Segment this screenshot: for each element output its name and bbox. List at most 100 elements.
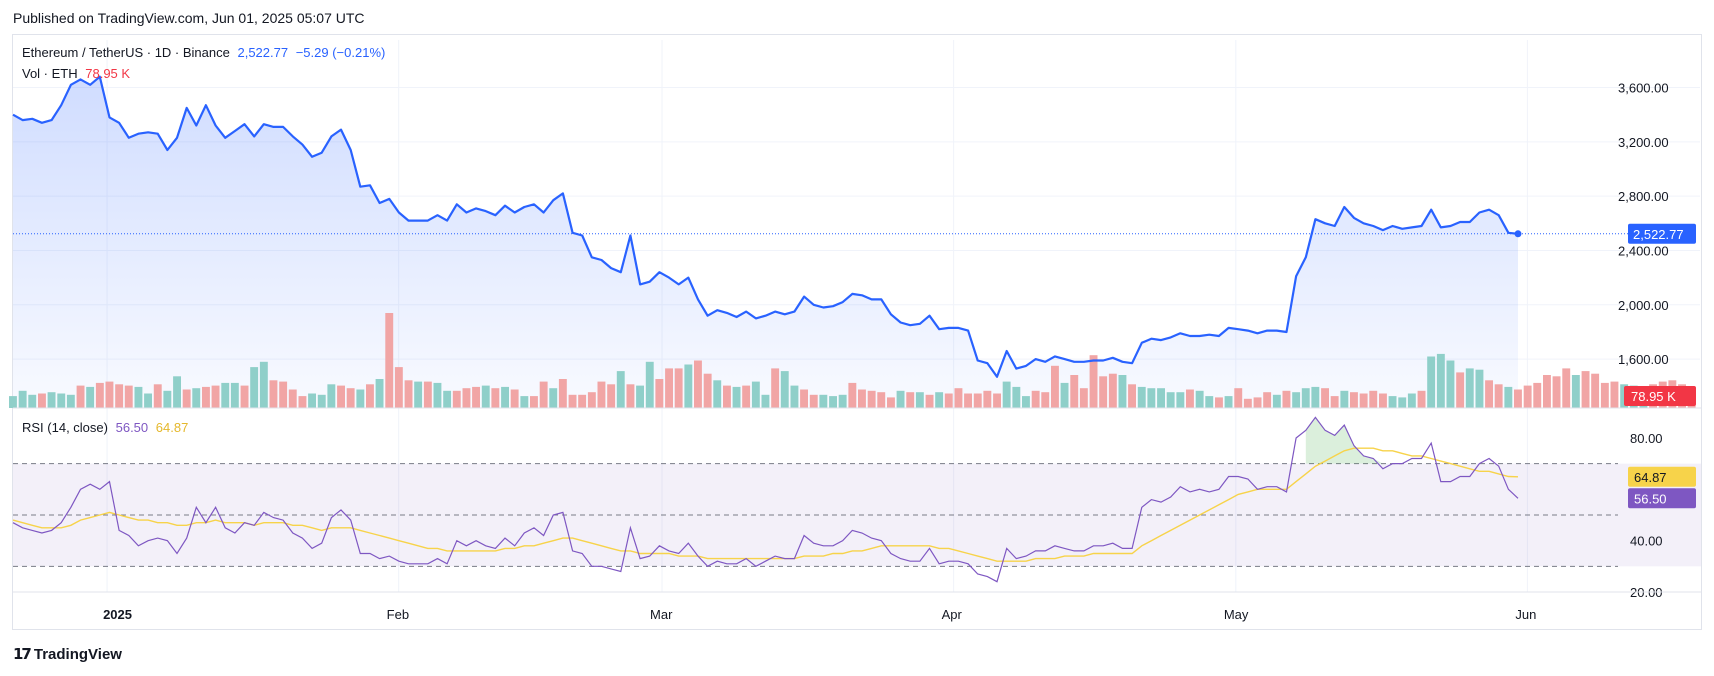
volume-bar [674, 368, 683, 408]
volume-bar [520, 396, 529, 408]
volume-bar [375, 379, 384, 408]
symbol-title: Ethereum / TetherUS · 1D · Binance [22, 45, 230, 60]
volume-bar [1137, 386, 1146, 408]
price-axis-label: 1,600.00 [1618, 352, 1669, 367]
price-line [12, 75, 1519, 378]
volume-bar [636, 385, 644, 408]
time-axis-label: Jun [1515, 607, 1536, 622]
volume-bar [887, 397, 895, 408]
volume-bar [510, 389, 519, 408]
price-change-text: −5.29 (−0.21%) [295, 45, 386, 60]
volume-bar [935, 392, 944, 408]
volume-bar [993, 393, 1001, 408]
tradingview-logo-icon: 17 [13, 645, 32, 663]
rsi-axis-label: 80.00 [1630, 431, 1663, 446]
volume-bar [86, 386, 95, 408]
volume-bar [1427, 356, 1436, 408]
volume-bar [288, 389, 297, 408]
volume-bar [1417, 390, 1426, 408]
volume-bar [1166, 392, 1175, 408]
volume-bar [819, 394, 828, 408]
last-price-badge-text: 2,522.77 [1633, 227, 1684, 242]
volume-bar [1600, 382, 1609, 408]
volume-bar [780, 371, 789, 408]
volume-bar [192, 388, 201, 408]
rsi-ma-badge-text: 64.87 [1634, 470, 1667, 485]
volume-bar [626, 384, 635, 409]
volume-bar [530, 396, 538, 408]
volume-bar [1118, 375, 1127, 408]
volume-bar [1436, 353, 1445, 408]
volume-bar [1485, 380, 1493, 408]
volume-bar [221, 382, 230, 408]
volume-bar [713, 380, 722, 408]
volume-bar [144, 393, 152, 408]
volume-bar [1195, 390, 1204, 408]
volume-bar [1311, 386, 1320, 408]
volume-bar [491, 388, 500, 408]
volume-bar [66, 394, 75, 408]
volume-bar [1205, 396, 1214, 408]
volume-bar [578, 394, 587, 408]
volume-bar [1108, 373, 1117, 408]
volume-bar [751, 381, 760, 408]
volume-bar [1234, 388, 1243, 408]
volume-bar [1253, 397, 1262, 408]
tradingview-logo[interactable]: 17 TradingView [13, 645, 122, 663]
volume-bar [964, 393, 972, 408]
volume-bar [1022, 396, 1030, 408]
volume-bar [472, 386, 480, 408]
volume-bar [607, 384, 616, 409]
volume-bar [1051, 365, 1059, 408]
volume-bar [1215, 397, 1223, 408]
time-axis-label: May [1224, 607, 1249, 622]
volume-bar [1272, 394, 1281, 408]
volume-bar [655, 379, 664, 408]
volume-bar [616, 371, 625, 408]
volume-bar [1330, 396, 1339, 408]
volume-bar [259, 361, 268, 408]
volume-bar [1128, 384, 1136, 409]
volume-bar [1031, 390, 1040, 408]
volume-bar [1610, 381, 1619, 408]
volume-bar [1465, 368, 1474, 408]
volume-bar [800, 389, 808, 408]
volume-bar [549, 388, 558, 408]
volume-bar [1321, 388, 1329, 408]
volume-bar [173, 376, 181, 408]
volume-bar [337, 385, 345, 408]
volume-bar [1350, 392, 1358, 408]
volume-bar [665, 368, 673, 408]
rsi-ma-line [12, 447, 1519, 562]
volume-bar [18, 390, 27, 408]
volume-bar [28, 394, 37, 408]
last-price-text: 2,522.77 [237, 45, 289, 60]
volume-bar [915, 392, 924, 408]
volume-bar [1263, 392, 1272, 408]
volume-bar [1446, 360, 1455, 408]
last-price-dot [1514, 230, 1522, 238]
time-axis-label: Mar [650, 607, 673, 622]
volume-bar [308, 393, 316, 408]
volume-bar [1456, 372, 1465, 408]
rsi-legend: RSI (14, close) 56.50 64.87 [22, 420, 192, 435]
volume-bar [829, 396, 837, 408]
volume-bar [1543, 375, 1551, 408]
volume-bar [809, 394, 818, 408]
volume-bar [298, 396, 307, 408]
time-axis-label: Apr [942, 607, 963, 622]
symbol-legend: Ethereum / TetherUS · 1D · Binance 2,522… [22, 45, 389, 60]
volume-bar [790, 385, 799, 408]
volume-bar [452, 390, 461, 408]
volume-bar [1340, 390, 1349, 408]
volume-bar [1562, 368, 1571, 408]
volume-bar [1359, 393, 1368, 408]
volume-bar [95, 382, 104, 408]
volume-bar [182, 389, 191, 408]
published-note: Published on TradingView.com, Jun 01, 20… [13, 10, 365, 26]
time-axis-label: Feb [387, 607, 409, 622]
volume-bar [597, 381, 606, 408]
